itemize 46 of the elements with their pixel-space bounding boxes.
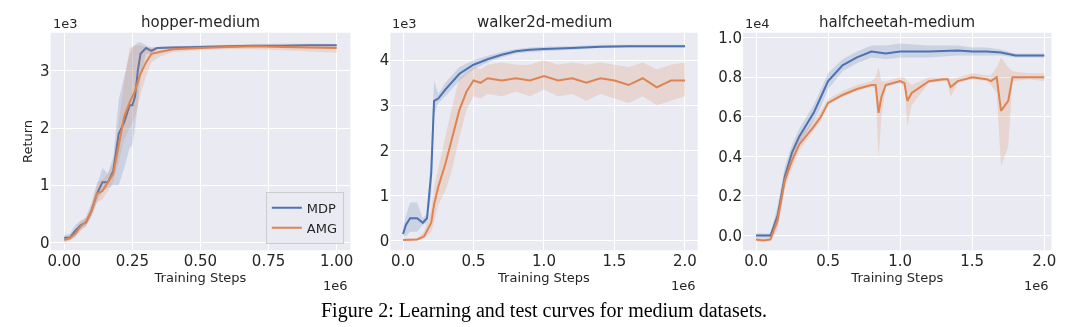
text: 1e6 (1024, 278, 1049, 293)
x-tick-label: 1.5 (602, 252, 627, 271)
x-tick-label: 1.0 (532, 252, 556, 271)
caption: Figure 2: Learning and test curves for medium datasets. (321, 299, 767, 322)
y-tick-label: 3 (40, 62, 50, 81)
text: 1e4 (745, 16, 770, 31)
legend-label: AMG (306, 220, 338, 236)
chart-title: walker2d-medium (477, 13, 613, 31)
y-tick-label: 1.0 (718, 28, 743, 47)
x-tick-label: 0.5 (461, 252, 486, 271)
y-axis-title: Return (20, 119, 36, 164)
y-tick-label: 0.0 (718, 226, 743, 245)
text: 1e6 (323, 278, 348, 293)
x-tick-label: 0.75 (251, 252, 286, 271)
x-tick-label: 1.0 (888, 252, 913, 271)
y-tick-label: 2 (40, 119, 50, 138)
y-tick-label: 4 (379, 51, 390, 70)
y-tick-label: 0.2 (718, 187, 743, 206)
y-tick-label: 2 (379, 141, 390, 160)
text: 1e6 (671, 278, 696, 293)
y-tick-label: 0 (40, 233, 50, 252)
x-tick-label: 0.00 (47, 252, 81, 271)
x-tick-label: 0.0 (744, 252, 768, 271)
x-tick-label: 0.50 (183, 252, 218, 271)
chart-title: hopper-medium (141, 13, 261, 31)
y-tick-label: 0.8 (718, 68, 743, 87)
text: 1e3 (53, 16, 78, 31)
legend-label: MDP (306, 200, 337, 216)
chart-title: halfcheetah-medium (819, 13, 975, 31)
x-axis-title: Training Steps (497, 270, 591, 286)
y-tick-label: 0 (379, 232, 390, 251)
x-tick-label: 1.5 (960, 252, 985, 271)
x-axis-title: Training Steps (850, 270, 944, 286)
x-tick-label: 0.5 (816, 252, 841, 271)
text: 1e3 (392, 16, 417, 31)
y-tick-label: 3 (379, 96, 390, 115)
y-tick-label: 0.6 (718, 108, 743, 127)
x-axis-title: Training Steps (153, 270, 247, 286)
x-tick-label: 0.0 (391, 252, 415, 271)
y-tick-label: 1 (40, 176, 50, 195)
x-tick-label: 1.00 (319, 252, 354, 271)
y-tick-label: 0.4 (718, 147, 743, 166)
y-tick-label: 1 (379, 186, 390, 205)
x-tick-label: 2.0 (1032, 252, 1057, 271)
x-tick-label: 2.0 (673, 252, 697, 271)
x-tick-label: 0.25 (115, 252, 150, 271)
